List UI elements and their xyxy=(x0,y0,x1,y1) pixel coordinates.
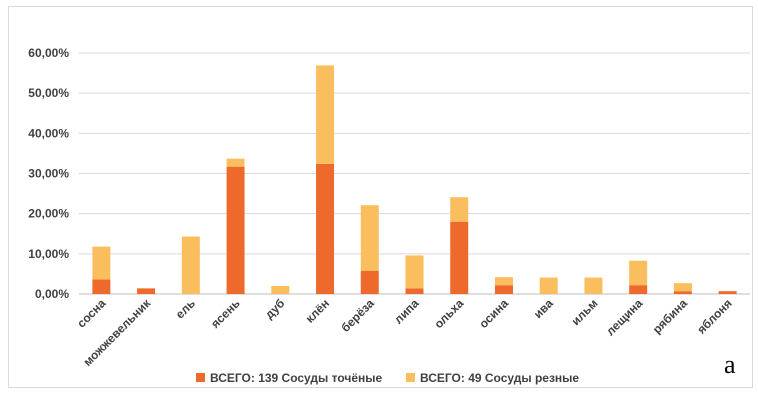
legend-label: ВСЕГО: 139 Сосуды точёные xyxy=(210,371,383,385)
legend-swatch xyxy=(406,373,415,382)
y-tick-label: 60,00% xyxy=(28,46,69,60)
panel-label: а xyxy=(724,350,736,379)
x-tick-label: яблоня xyxy=(694,296,734,336)
bar-segment-carved xyxy=(584,277,603,294)
x-tick-label: лещина xyxy=(603,296,645,338)
legend-label: ВСЕГО: 49 Сосуды резные xyxy=(420,371,579,385)
x-tick-label: дуб xyxy=(262,296,287,321)
y-tick-label: 50,00% xyxy=(28,86,69,100)
bar-segment-carved xyxy=(494,277,513,286)
bar-segment-turned xyxy=(360,270,379,294)
bar-segment-turned xyxy=(92,279,111,294)
x-tick-label: рябина xyxy=(650,296,690,336)
bar-segment-carved xyxy=(450,197,469,222)
y-tick-label: 20,00% xyxy=(28,207,69,221)
bar-segment-turned xyxy=(405,288,424,294)
bar-segment-carved xyxy=(226,158,245,167)
x-tick-label: берёза xyxy=(338,296,377,335)
x-tick-label: ольха xyxy=(431,296,466,331)
x-tick-label: клён xyxy=(303,296,332,325)
bar-segment-carved xyxy=(316,65,335,164)
bar-segment-turned xyxy=(316,163,335,294)
bar-segment-carved xyxy=(629,260,648,286)
bar-segment-turned xyxy=(494,285,513,294)
bar-segment-carved xyxy=(181,236,200,294)
x-tick-label: ель xyxy=(173,296,198,321)
bar-segment-turned xyxy=(718,291,737,294)
x-tick-label: ясень xyxy=(208,296,243,331)
chart-frame xyxy=(8,6,753,388)
bar-segment-turned xyxy=(673,291,692,294)
bar-segment-carved xyxy=(92,246,111,280)
y-tick-label: 30,00% xyxy=(28,167,69,181)
bar-segment-turned xyxy=(629,285,648,294)
bar-segment-carved xyxy=(271,285,290,294)
bar-segment-turned xyxy=(450,221,469,294)
bar-segment-carved xyxy=(360,205,379,271)
bar-segment-turned xyxy=(226,166,245,294)
x-tick-label: осина xyxy=(476,296,511,331)
bar-segment-carved xyxy=(673,283,692,292)
bar-segment-carved xyxy=(405,255,424,289)
x-tick-label: ильм xyxy=(569,296,601,328)
bar-segment-turned xyxy=(137,288,156,294)
legend-swatch xyxy=(196,373,205,382)
x-tick-label: липа xyxy=(391,296,422,327)
y-tick-label: 0,00% xyxy=(35,287,69,301)
x-tick-label: сосна xyxy=(74,296,108,330)
y-tick-label: 40,00% xyxy=(28,126,69,140)
bar-segment-carved xyxy=(539,277,558,294)
x-tick-label: ива xyxy=(531,296,556,321)
y-tick-label: 10,00% xyxy=(28,247,69,261)
